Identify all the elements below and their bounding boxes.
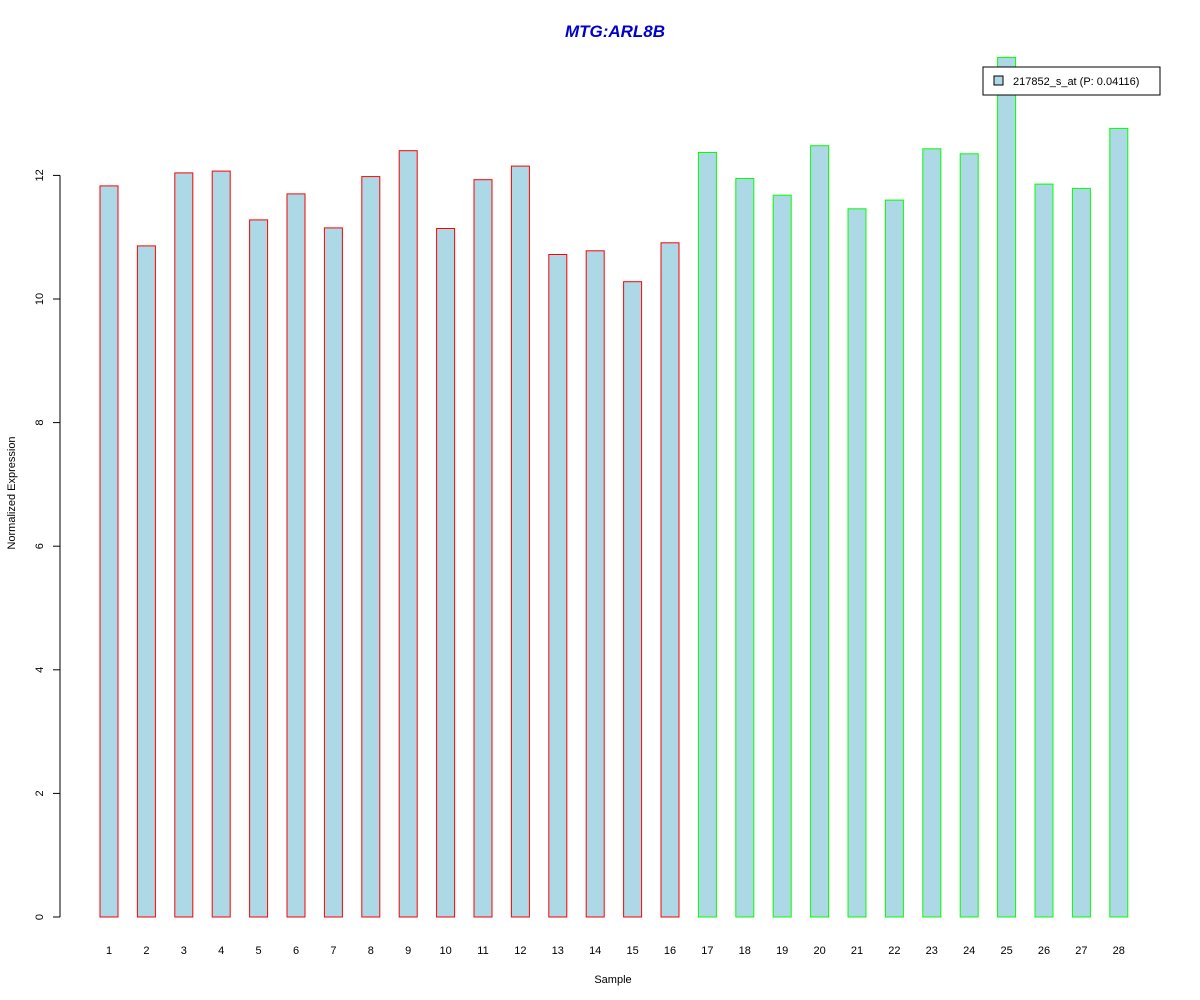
bar-sample-6: [286, 193, 306, 918]
legend-box: [982, 66, 1161, 96]
bar-sample-10: [436, 228, 456, 918]
x-tick-label: 15: [626, 945, 638, 957]
y-axis-label: Normalized Expression: [6, 436, 18, 549]
x-tick-label: 25: [1000, 945, 1012, 957]
y-tick-label: 0: [34, 914, 46, 920]
bar-sample-14: [585, 250, 605, 918]
bar-sample-21: [847, 208, 867, 918]
y-tick-label: 4: [34, 667, 46, 673]
x-tick-label: 27: [1075, 945, 1087, 957]
x-tick-labels: 1 2 3 4 5 6 7 8 9 10 11 12 13 14 15 16 17 18 19 20 21 22 23 24 2…: [106, 945, 1125, 957]
x-tick-label: 18: [739, 945, 751, 957]
bar-sample-12: [510, 165, 530, 918]
x-tick-label: 12: [514, 945, 526, 957]
x-tick-label: 6: [293, 945, 299, 957]
bar-sample-15: [623, 281, 643, 918]
bar-sample-28: [1109, 127, 1129, 918]
bar-sample-24: [959, 153, 979, 918]
x-axis-label: Sample: [594, 974, 631, 986]
bar-sample-4: [211, 170, 231, 918]
x-tick-label: 5: [256, 945, 262, 957]
y-tick-label: 6: [34, 543, 46, 549]
x-tick-label: 11: [477, 945, 488, 957]
x-tick-label: 24: [963, 945, 975, 957]
bar-sample-25: [997, 56, 1017, 918]
bar-sample-20: [810, 145, 830, 918]
y-tick-label: 12: [34, 169, 46, 181]
bar-sample-13: [548, 254, 568, 918]
bar-sample-11: [473, 179, 493, 918]
bar-sample-22: [884, 199, 904, 918]
x-tick-label: 22: [888, 945, 900, 957]
x-tick-label: 20: [813, 945, 825, 957]
x-tick-label: 13: [552, 945, 564, 957]
bar-sample-2: [136, 245, 156, 918]
x-tick-label: 4: [218, 945, 224, 957]
bar-sample-8: [361, 176, 381, 918]
x-tick-label: 14: [589, 945, 601, 957]
legend-label: 217852_s_at (P: 0.04116): [1013, 76, 1139, 88]
x-tick-label: 3: [181, 945, 187, 957]
x-tick-label: 9: [405, 945, 411, 957]
x-tick-label: 8: [368, 945, 374, 957]
x-tick-label: 21: [851, 945, 863, 957]
y-tick-label: 8: [34, 420, 46, 426]
x-tick-label: 28: [1113, 945, 1125, 957]
x-tick-label: 2: [143, 945, 149, 957]
y-axis: 0 2 4 6 8 10 12: [34, 169, 61, 920]
bars-group: [99, 56, 1129, 918]
x-tick-label: 19: [776, 945, 788, 957]
x-tick-label: 16: [664, 945, 676, 957]
chart-title: MTG:ARL8B: [565, 22, 665, 41]
y-tick-label: 2: [34, 790, 46, 796]
bar-sample-26: [1034, 183, 1054, 918]
x-tick-label: 17: [701, 945, 713, 957]
legend: 217852_s_at (P: 0.04116): [982, 66, 1161, 96]
bar-sample-5: [249, 219, 269, 918]
x-tick-label: 1: [106, 945, 112, 957]
x-tick-label: 10: [439, 945, 451, 957]
bar-sample-7: [323, 227, 343, 918]
bar-sample-19: [772, 194, 792, 918]
bar-sample-23: [922, 148, 942, 918]
bar-sample-17: [697, 152, 717, 918]
x-tick-label: 23: [926, 945, 938, 957]
x-tick-label: 26: [1038, 945, 1050, 957]
y-tick-label: 10: [34, 293, 46, 305]
bar-sample-27: [1071, 187, 1091, 918]
bar-sample-18: [735, 178, 755, 918]
bar-sample-16: [660, 242, 680, 918]
bar-sample-9: [398, 150, 418, 918]
bar-sample-3: [174, 172, 194, 918]
x-tick-label: 7: [330, 945, 336, 957]
legend-swatch: [993, 75, 1004, 86]
bar-sample-1: [99, 185, 119, 918]
